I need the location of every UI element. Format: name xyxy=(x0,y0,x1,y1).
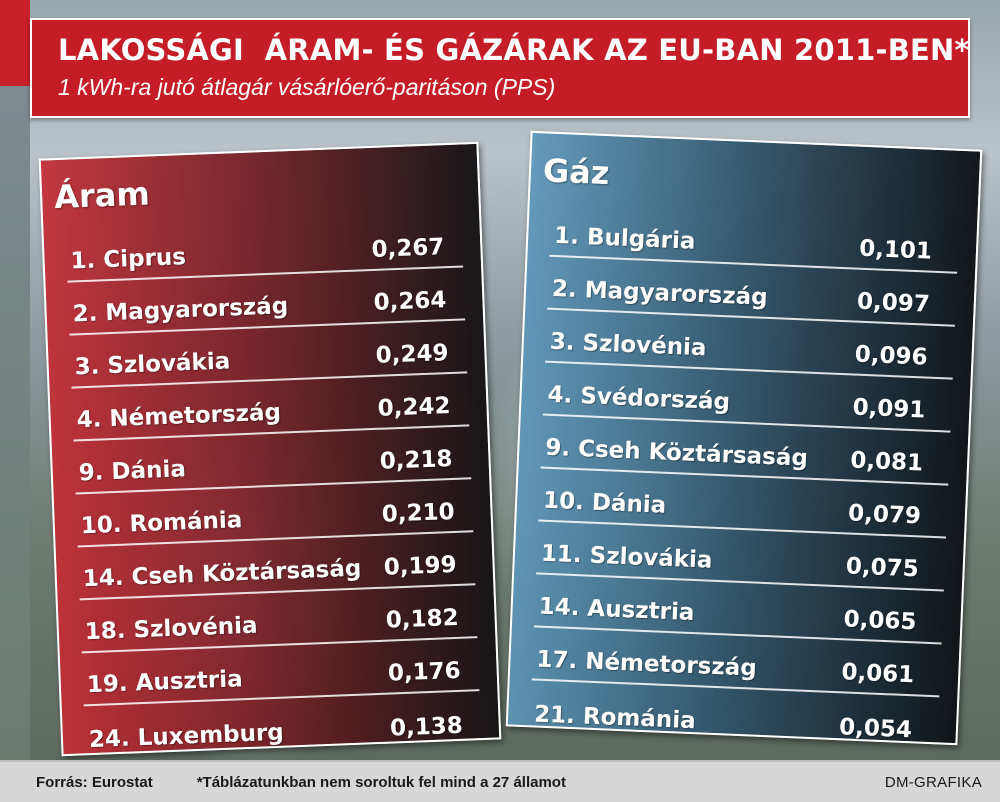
country-label: 9. Dánia xyxy=(78,456,187,487)
price-value: 0,079 xyxy=(847,500,922,530)
footer-bar: Forrás: Eurostat *Táblázatunkban nem sor… xyxy=(0,760,1000,802)
graphics-credit: DM-GRAFIKA xyxy=(884,773,982,791)
source-note: Forrás: Eurostat xyxy=(36,773,153,791)
price-value: 0,264 xyxy=(373,287,447,316)
country-label: 1. Bulgária xyxy=(553,222,696,255)
country-label: 14. Ausztria xyxy=(538,593,695,627)
country-label: 24. Luxemburg xyxy=(88,719,285,754)
country-label: 10. Dánia xyxy=(542,487,667,519)
price-value: 0,249 xyxy=(375,340,449,369)
country-label: 10. Románia xyxy=(80,507,243,540)
country-label: 14. Cseh Köztársaság xyxy=(82,555,362,593)
country-label: 11. Szlovákia xyxy=(540,540,713,574)
country-label: 4. Svédország xyxy=(547,381,731,416)
country-label: 2. Magyarország xyxy=(72,293,289,328)
country-label: 21. Románia xyxy=(533,701,697,735)
price-value: 0,065 xyxy=(843,606,917,636)
country-label: 17. Németország xyxy=(535,646,758,682)
gaz-list: 1. Bulgária 0,101 2. Magyarország 0,097 3.… xyxy=(529,203,960,751)
gaz-panel: Gáz 1. Bulgária 0,101 2. Magyarország 0,09… xyxy=(505,130,983,746)
price-value: 0,176 xyxy=(387,657,462,687)
price-value: 0,242 xyxy=(377,393,451,422)
price-value: 0,054 xyxy=(838,714,913,744)
price-value: 0,182 xyxy=(385,604,460,634)
header-banner: LAKOSSÁGI ÁRAM- ÉS GÁZÁRAK AZ EU-BAN 201… xyxy=(30,18,970,118)
country-label: 19. Ausztria xyxy=(86,666,244,699)
aram-list: 1. Ciprus 0,267 2. Magyarország 0,264 3. S… xyxy=(65,214,481,759)
gaz-panel-title: Gáz xyxy=(542,151,611,193)
aram-panel: Áram 1. Ciprus 0,267 2. Magyarország 0,264… xyxy=(38,141,502,759)
price-value: 0,097 xyxy=(856,288,931,318)
price-value: 0,138 xyxy=(389,712,464,742)
price-value: 0,101 xyxy=(858,235,933,265)
price-value: 0,267 xyxy=(371,234,445,263)
price-value: 0,075 xyxy=(845,553,920,583)
price-value: 0,091 xyxy=(852,394,926,424)
footnote: *Táblázatunkban nem soroltuk fel mind a … xyxy=(196,773,566,791)
left-accent-strip xyxy=(0,0,30,760)
price-value: 0,061 xyxy=(840,659,915,689)
country-label: 4. Németország xyxy=(76,399,282,434)
page-title: LAKOSSÁGI ÁRAM- ÉS GÁZÁRAK AZ EU-BAN 201… xyxy=(58,33,970,67)
price-value: 0,081 xyxy=(849,447,924,477)
price-value: 0,210 xyxy=(381,498,456,528)
country-label: 2. Magyarország xyxy=(551,275,769,311)
country-label: 3. Szlovénia xyxy=(549,328,708,362)
country-label: 1. Ciprus xyxy=(70,244,187,275)
country-label: 9. Cseh Köztársaság xyxy=(544,434,809,472)
price-value: 0,218 xyxy=(379,446,454,475)
page-subtitle: 1 kWh-ra jutó átlagár vásárlóerő-paritás… xyxy=(58,74,556,100)
price-value: 0,096 xyxy=(854,341,929,371)
country-label: 3. Szlovákia xyxy=(74,348,231,381)
aram-panel-title: Áram xyxy=(53,174,151,217)
price-value: 0,199 xyxy=(383,551,458,581)
country-label: 18. Szlovénia xyxy=(84,612,259,646)
